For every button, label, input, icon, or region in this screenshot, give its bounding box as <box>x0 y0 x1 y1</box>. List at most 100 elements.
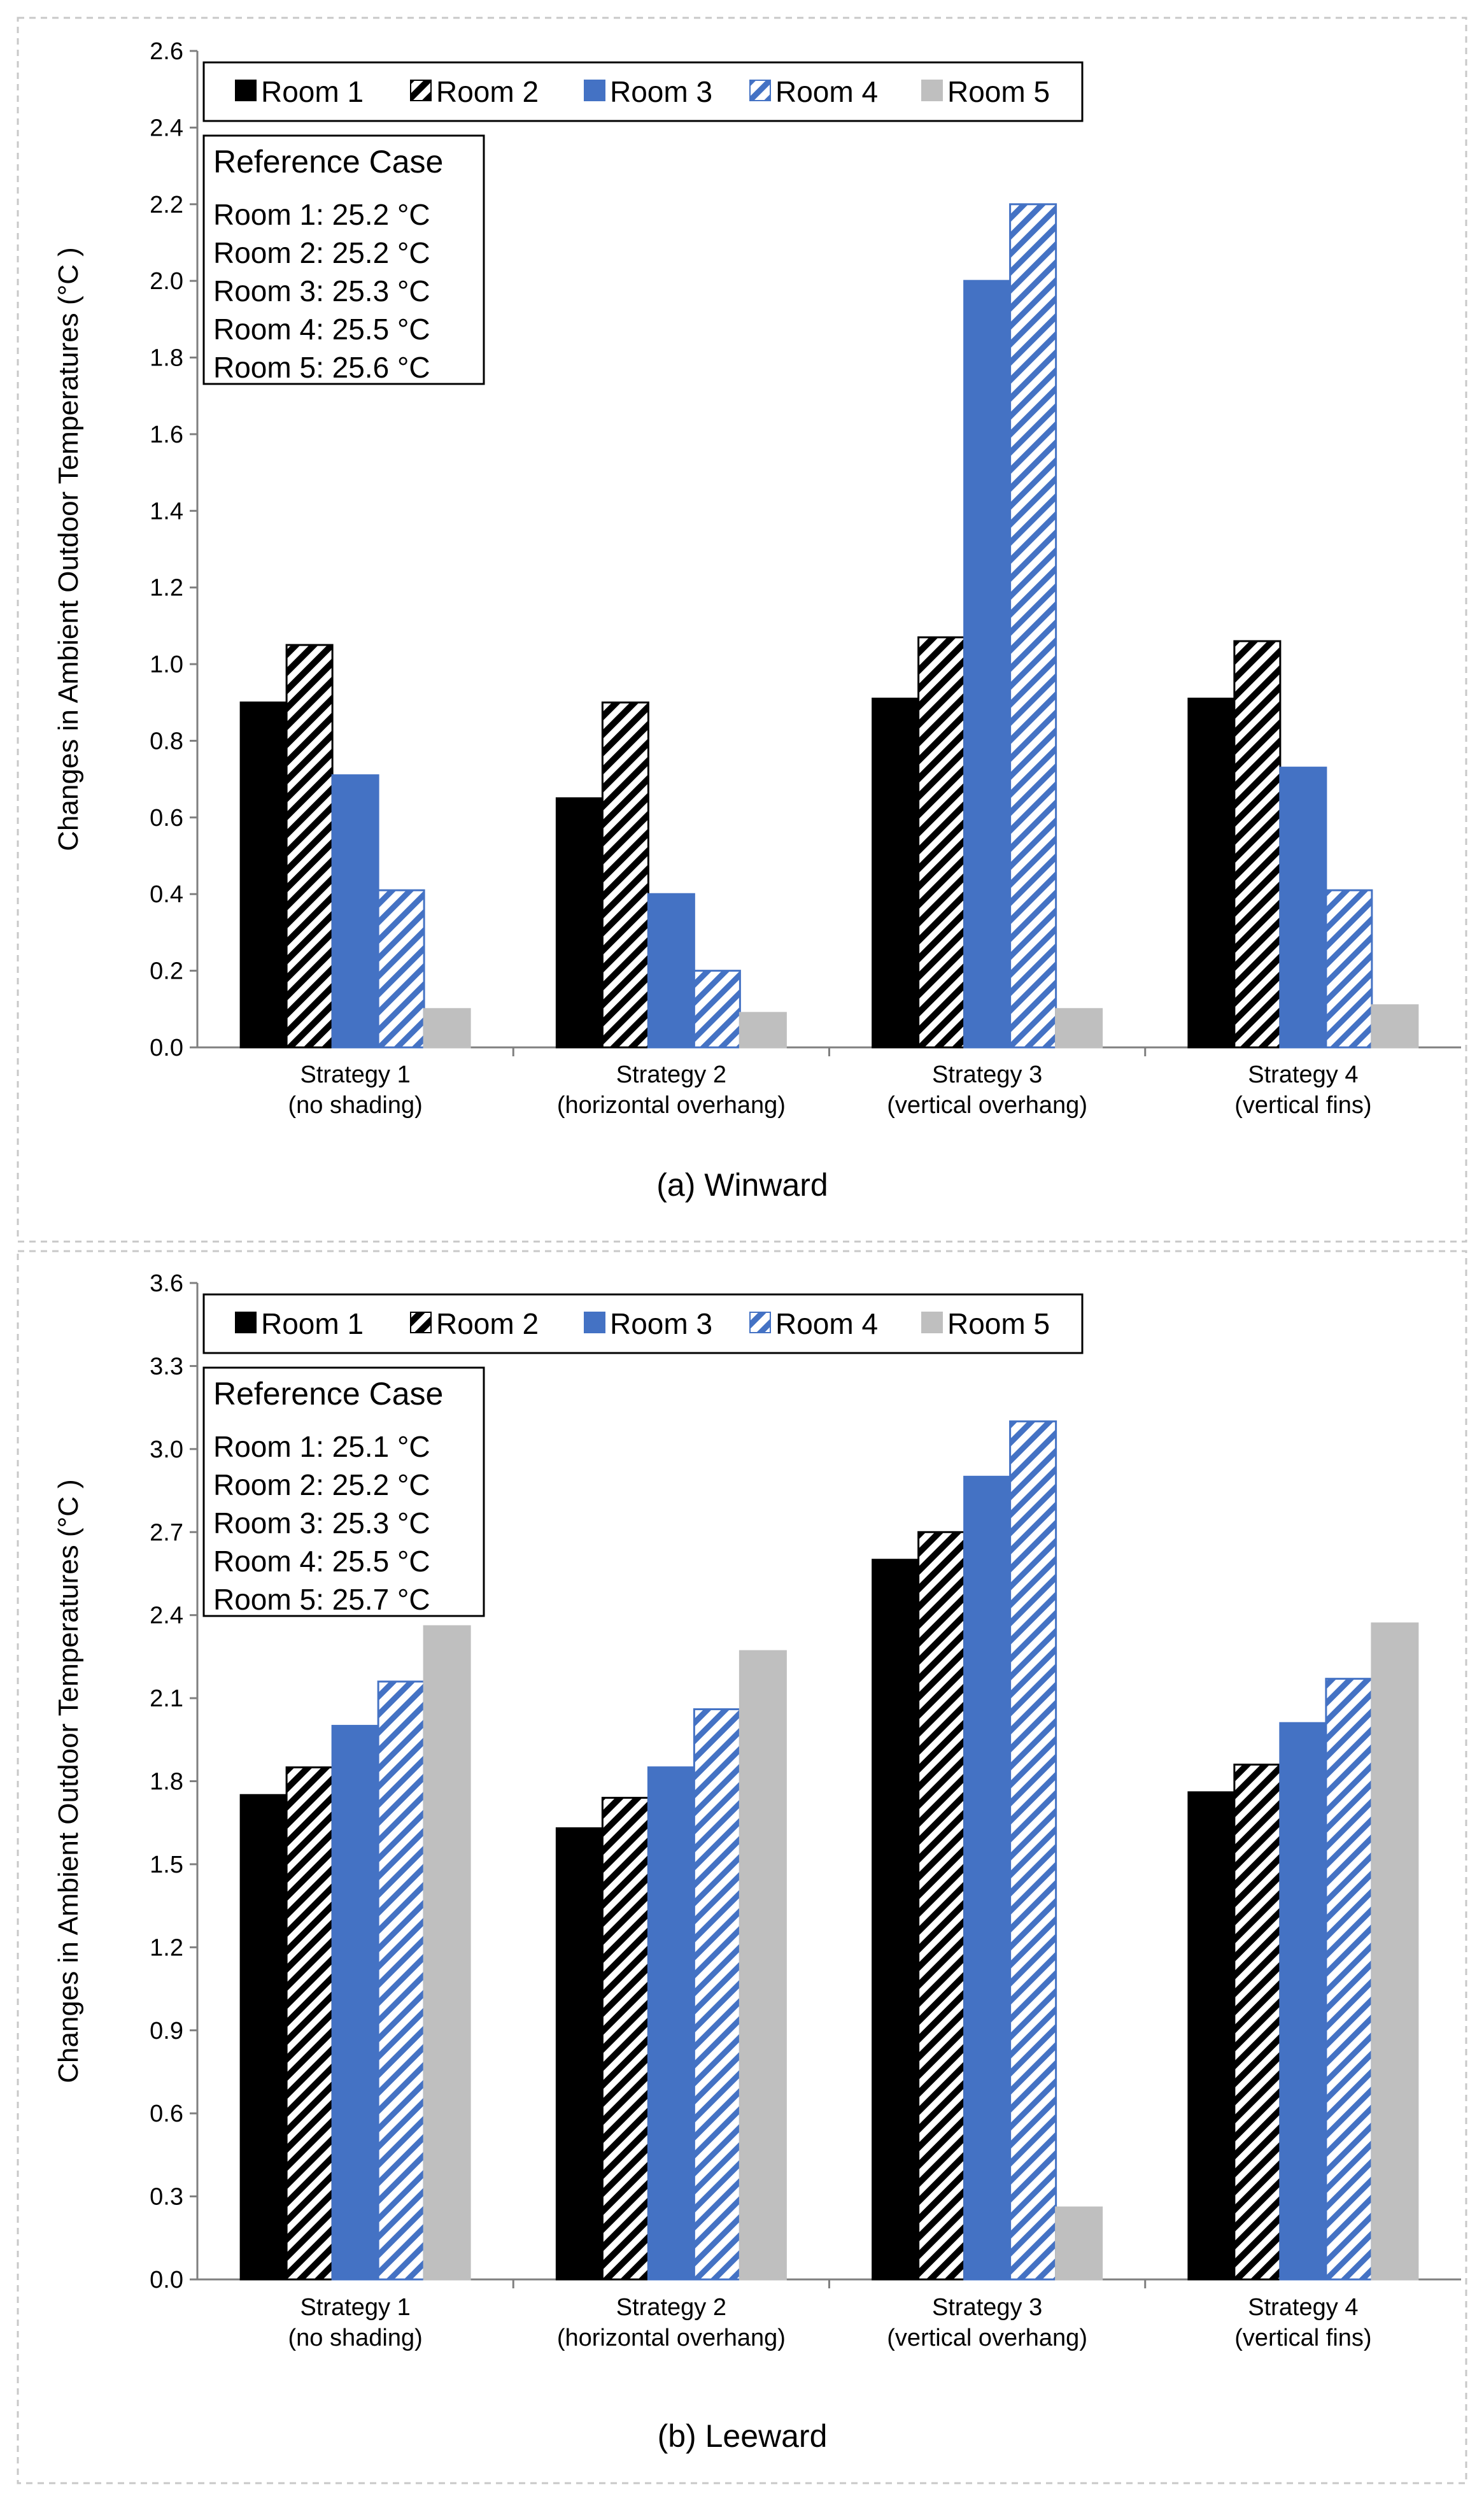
bar-room-3-2 <box>647 1766 695 2281</box>
panel-caption: (b) Leeward <box>658 2418 828 2454</box>
legend-swatch <box>749 1312 771 1333</box>
reference-case-line: Room 1: 25.2 °C <box>213 198 430 231</box>
chart-panel-2: 0.0 0.3 0.6 0.9 1.2 1.5 1.8 2.1 2.4 2.7 3.0 3.3 3.6 S… <box>17 1250 1467 2484</box>
bar-room-5-2 <box>738 1650 787 2281</box>
x-category-label: Strategy 3 <box>932 1061 1042 1088</box>
x-category-sublabel: (vertical fins) <box>1234 2325 1371 2351</box>
x-category-sublabel: (horizontal overhang) <box>557 2325 786 2351</box>
legend-swatch <box>749 80 771 101</box>
legend-label: Room 1 <box>261 75 364 108</box>
reference-case-title: Reference Case <box>213 1376 443 1412</box>
bar-room-4-3 <box>1009 1420 1057 2281</box>
bar-room-2-3 <box>917 1531 966 2281</box>
bar-room-5-1 <box>423 1008 471 1049</box>
bar-room-2-4 <box>1233 640 1282 1049</box>
bar-room-5-2 <box>738 1012 787 1049</box>
reference-case-line: Room 5: 25.7 °C <box>213 1583 430 1616</box>
reference-case-line: Room 3: 25.3 °C <box>213 274 430 308</box>
reference-case-box <box>202 134 485 385</box>
bar-room-1-3 <box>872 697 920 1049</box>
legend-swatch <box>410 1312 432 1333</box>
reference-case-line: Room 5: 25.6 °C <box>213 351 430 384</box>
x-category-label: Strategy 3 <box>932 2294 1042 2321</box>
x-category-label: Strategy 2 <box>616 1061 726 1088</box>
y-tick-label: 0.3 <box>150 2184 183 2211</box>
x-category-label: Strategy 4 <box>1248 2294 1358 2321</box>
legend-swatch <box>235 80 257 101</box>
bar-room-1-3 <box>872 1559 920 2281</box>
bar-room-1-4 <box>1187 697 1236 1049</box>
legend-label: Room 1 <box>261 1307 364 1340</box>
legend-swatch <box>584 1312 605 1333</box>
bar-room-4-2 <box>693 1708 741 2281</box>
panel-caption: (a) Winward <box>656 1167 828 1203</box>
bar-room-5-1 <box>423 1625 471 2281</box>
reference-case-line: Room 4: 25.5 °C <box>213 313 430 346</box>
bar-room-4-4 <box>1325 1678 1373 2281</box>
y-tick-label: 0.2 <box>150 958 183 985</box>
y-tick-label: 3.6 <box>150 1270 183 1297</box>
reference-case-line: Room 2: 25.2 °C <box>213 236 430 269</box>
y-tick-label: 1.8 <box>150 345 183 372</box>
legend-label: Room 5 <box>947 1307 1050 1340</box>
bar-room-2-1 <box>285 644 334 1049</box>
legend-label: Room 2 <box>436 75 539 108</box>
bar-room-1-1 <box>239 1794 288 2281</box>
bar-room-1-2 <box>555 1827 604 2281</box>
legend-label: Room 2 <box>436 1307 539 1340</box>
y-tick-label: 1.8 <box>150 1769 183 1796</box>
legend-label: Room 4 <box>775 75 878 108</box>
reference-case-title: Reference Case <box>213 144 443 180</box>
y-tick-label: 1.5 <box>150 1852 183 1878</box>
y-tick-label: 2.7 <box>150 1519 183 1546</box>
y-axis-label: Changes in Ambient Outdoor Temperatures … <box>53 247 84 851</box>
legend-label: Room 3 <box>610 75 712 108</box>
bar-room-3-4 <box>1279 767 1327 1049</box>
x-category-sublabel: (no shading) <box>288 1092 423 1119</box>
bar-room-3-3 <box>963 280 1012 1049</box>
legend-box <box>202 1293 1084 1354</box>
bar-room-4-1 <box>377 1680 425 2281</box>
panel-border <box>17 17 1467 1243</box>
bar-room-2-3 <box>917 636 966 1049</box>
legend-label: Room 5 <box>947 75 1050 108</box>
y-tick-label: 2.0 <box>150 268 183 295</box>
y-tick-label: 2.2 <box>150 192 183 218</box>
chart-panel-1: 0.0 0.2 0.4 0.6 0.8 1.0 1.2 1.4 1.6 1.8 2.0 2.2 2.4 2… <box>17 17 1467 1243</box>
x-category-sublabel: (vertical overhang) <box>887 1092 1087 1119</box>
reference-case-line: Room 2: 25.2 °C <box>213 1468 430 1501</box>
reference-case-line: Room 4: 25.5 °C <box>213 1545 430 1578</box>
bar-room-1-1 <box>239 701 288 1049</box>
legend-swatch <box>584 80 605 101</box>
x-category-label: Strategy 2 <box>616 2294 726 2321</box>
bar-room-3-2 <box>647 893 695 1049</box>
bar-room-2-1 <box>285 1766 334 2281</box>
bar-room-1-4 <box>1187 1791 1236 2281</box>
y-tick-label: 0.6 <box>150 805 183 832</box>
bar-room-3-3 <box>963 1475 1012 2281</box>
panel-border <box>17 1250 1467 2484</box>
reference-case-line: Room 1: 25.1 °C <box>213 1430 430 1463</box>
y-tick-label: 1.6 <box>150 422 183 448</box>
y-tick-label: 2.6 <box>150 38 183 65</box>
y-tick-label: 1.2 <box>150 1934 183 1961</box>
x-category-sublabel: (no shading) <box>288 2325 423 2351</box>
y-tick-label: 1.0 <box>150 651 183 678</box>
y-tick-label: 1.4 <box>150 498 183 525</box>
bar-room-2-2 <box>601 1797 649 2281</box>
bar-room-5-4 <box>1371 1004 1419 1049</box>
y-tick-label: 0.0 <box>150 1035 183 1061</box>
bar-room-3-1 <box>331 1725 379 2281</box>
y-tick-label: 2.4 <box>150 1603 183 1629</box>
legend-swatch <box>235 1312 257 1333</box>
y-axis-label: Changes in Ambient Outdoor Temperatures … <box>53 1479 84 2083</box>
y-tick-label: 0.6 <box>150 2101 183 2127</box>
x-category-label: Strategy 1 <box>300 2294 411 2321</box>
bar-room-3-4 <box>1279 1722 1327 2281</box>
bar-room-5-3 <box>1055 2206 1103 2281</box>
x-category-sublabel: (vertical fins) <box>1234 1092 1371 1119</box>
y-tick-label: 0.4 <box>150 881 183 908</box>
bar-room-4-2 <box>693 970 741 1049</box>
y-tick-label: 3.0 <box>150 1436 183 1463</box>
y-tick-label: 2.1 <box>150 1685 183 1712</box>
